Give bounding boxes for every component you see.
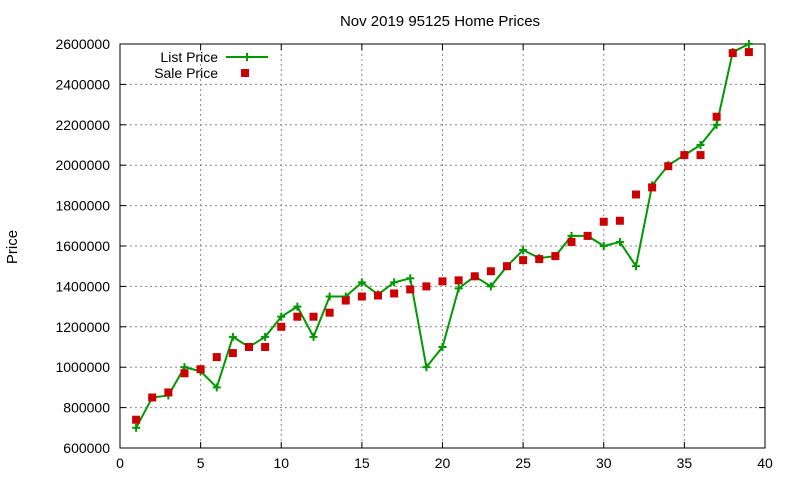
list-price-point	[132, 423, 141, 432]
sale-price-point	[422, 282, 431, 291]
y-tick-label: 2400000	[55, 76, 110, 92]
sale-price-point	[228, 349, 237, 358]
sale-price-point	[261, 343, 270, 351]
sale-price-point	[567, 237, 576, 246]
sale-price-point	[535, 255, 544, 264]
sale-price-point	[277, 322, 286, 331]
chart-title: Nov 2019 95125 Home Prices	[340, 13, 540, 30]
list-price-point	[212, 383, 221, 392]
list-price-point	[309, 332, 318, 341]
sale-price-point	[180, 369, 189, 378]
list-price-point	[632, 262, 640, 271]
sale-price-point	[632, 190, 640, 199]
y-tick-label: 1000000	[55, 359, 110, 375]
sale-price-point	[615, 216, 624, 225]
x-tick-label: 5	[197, 455, 205, 471]
sale-price-point	[599, 217, 608, 226]
list-price-point	[599, 242, 608, 250]
sale-price-point	[196, 365, 205, 374]
x-tick-label: 40	[757, 455, 773, 471]
list-price-point	[325, 292, 334, 301]
legend-label-sale-price: Sale Price	[154, 65, 218, 81]
sale-price-point	[309, 312, 318, 321]
list-price-point	[390, 278, 399, 287]
plot-frame	[119, 43, 766, 449]
list-price-point	[293, 302, 302, 311]
list-price-point	[422, 363, 431, 372]
y-tick-label: 1200000	[55, 319, 110, 335]
sale-price-point	[454, 276, 463, 285]
list-price-point	[438, 343, 447, 351]
y-tick-label: 2000000	[55, 157, 110, 173]
list-price-point	[519, 246, 528, 255]
y-tick-label: 600000	[63, 440, 110, 456]
x-tick-label: 35	[677, 455, 693, 471]
y-tick-label: 2200000	[55, 117, 110, 133]
sale-price-point	[164, 388, 173, 397]
x-tick-label: 30	[596, 455, 612, 471]
sale-price-point	[148, 393, 157, 402]
sale-price-point	[390, 289, 399, 298]
list-price-point	[454, 284, 463, 293]
legend-marker-sale-price	[241, 69, 249, 77]
sale-price-point	[519, 256, 528, 265]
y-tick-label: 1400000	[55, 278, 110, 294]
sale-price-point	[486, 267, 495, 276]
sale-price-point	[583, 231, 592, 240]
sale-price-point	[680, 151, 689, 160]
sale-price-point	[212, 353, 221, 362]
y-axis-label: Price	[4, 230, 21, 264]
sale-price-point	[648, 183, 657, 192]
legend-label-list-price: List Price	[160, 49, 218, 65]
plot-area	[132, 40, 753, 432]
y-tick-label: 1800000	[55, 198, 110, 214]
sale-price-point	[341, 296, 350, 305]
x-tick-label: 20	[435, 455, 451, 471]
list-price-point	[744, 40, 753, 48]
list-price-point	[261, 332, 270, 341]
sale-price-point	[357, 292, 366, 301]
sale-price-point	[470, 272, 479, 281]
sale-price-point	[325, 308, 334, 317]
sale-price-point	[406, 285, 415, 294]
sale-price-point	[664, 162, 673, 171]
sale-price-point	[374, 291, 382, 300]
sale-price-point	[551, 252, 560, 261]
x-tick-label: 15	[354, 455, 370, 471]
sale-price-point	[132, 415, 141, 424]
x-tick-label: 0	[116, 455, 124, 471]
grid: 0 5 10 15 20 25 30 35 40 600000 800000 1000000 12000…	[55, 36, 773, 471]
legend-marker-list-price	[243, 53, 251, 61]
x-tick-label: 10	[273, 455, 289, 471]
y-tick-label: 2600000	[55, 36, 110, 52]
sale-price-point	[245, 343, 253, 351]
list-price-point	[615, 237, 624, 246]
sale-price-point	[503, 262, 511, 271]
list-price-point	[277, 312, 286, 321]
sale-price-point	[728, 49, 737, 58]
x-tick-label: 25	[515, 455, 531, 471]
list-price-point	[406, 274, 415, 283]
sale-price-point	[293, 312, 302, 321]
y-tick-label: 1600000	[55, 238, 110, 254]
sale-price-point	[696, 151, 705, 160]
sale-price-point	[712, 112, 721, 121]
list-price-point	[228, 332, 237, 341]
y-tick-label: 800000	[63, 400, 110, 416]
list-price-point	[486, 282, 495, 291]
sale-price-point	[438, 277, 447, 286]
list-price-point	[712, 120, 721, 129]
list-price-point	[696, 141, 705, 149]
list-price-point	[357, 278, 366, 287]
sale-price-point	[744, 48, 753, 57]
